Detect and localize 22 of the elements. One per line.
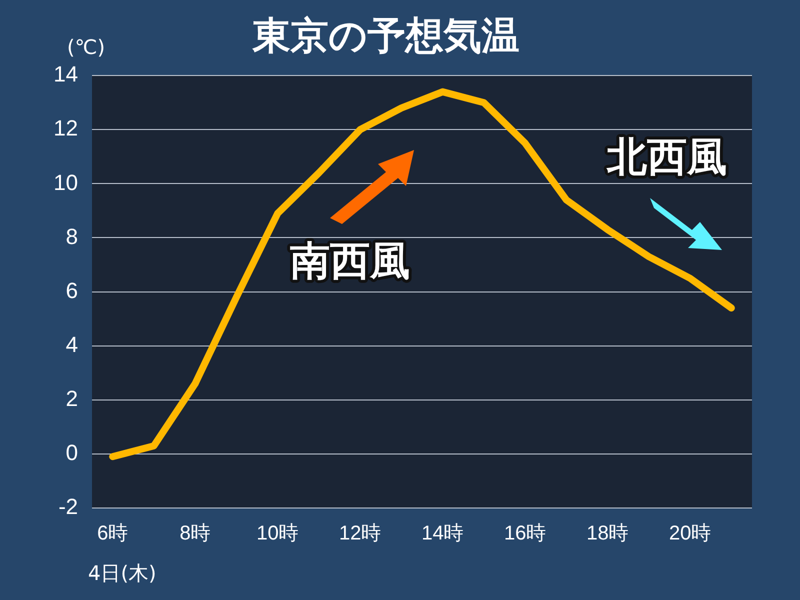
y-tick-label: 2 — [66, 386, 78, 411]
y-tick-label: 6 — [66, 278, 78, 303]
x-tick-label: 18時 — [586, 522, 629, 545]
chart-title: 東京の予想気温 — [252, 14, 520, 58]
text: 4日(木) — [88, 561, 156, 585]
y-tick-label: 14 — [54, 62, 78, 87]
y-tick-label: -2 — [58, 494, 78, 520]
annotation: 南西風 — [290, 238, 410, 285]
y-tick-label: 8 — [66, 224, 78, 249]
y-axis-title: (℃) — [66, 35, 106, 59]
y-tick-label: 12 — [54, 116, 78, 141]
x-tick-label: 6時 — [97, 522, 128, 545]
x-tick-label: 20時 — [669, 522, 712, 545]
x-tick-label: 12時 — [339, 522, 382, 545]
y-tick-label: 0 — [66, 440, 78, 466]
x-tick-label: 8時 — [180, 522, 211, 545]
x-tick-label: 16時 — [504, 522, 546, 545]
y-tick-label: 4 — [66, 332, 78, 357]
annotation: 北西風 — [606, 134, 727, 181]
y-tick-label: 10 — [54, 170, 78, 195]
x-tick-label: 10時 — [256, 522, 299, 545]
x-tick-label: 14時 — [422, 522, 464, 545]
